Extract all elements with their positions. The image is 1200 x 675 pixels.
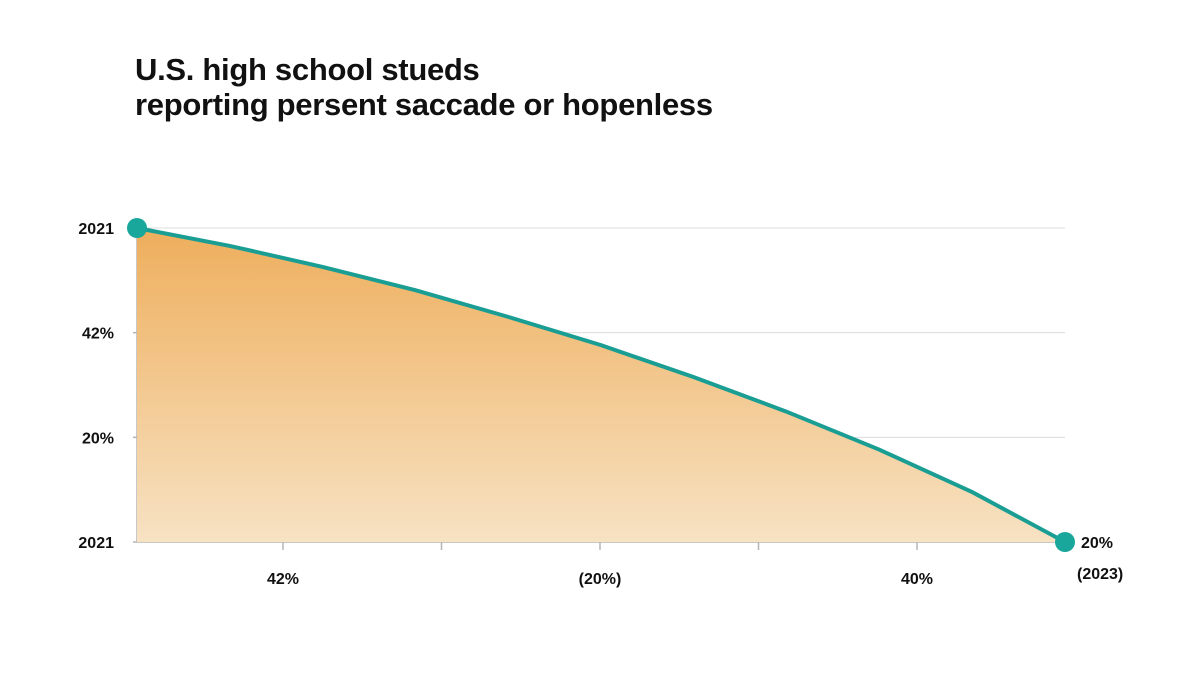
end-value-label: 20% — [1081, 535, 1113, 552]
x-tick-label: 42% — [267, 571, 299, 588]
chart-title: U.S. high school stueds reporting persen… — [135, 52, 713, 122]
start-point-marker — [127, 218, 147, 238]
title-line-1: U.S. high school stueds — [135, 52, 480, 87]
markers — [127, 218, 1075, 552]
x-tick-label: 40% — [901, 571, 933, 588]
series-line — [135, 226, 1067, 544]
tick-labels: 2021 42% 20% 2021 42% (20%) 40% 20% (2023) — [78, 221, 1123, 588]
y-tick-label: 2021 — [78, 221, 114, 238]
end-point-marker — [1055, 532, 1075, 552]
y-tick-label: 42% — [82, 326, 114, 343]
end-year-label: (2023) — [1077, 566, 1123, 583]
x-tick-label: (20%) — [579, 571, 622, 588]
y-tick-label: 2021 — [78, 535, 114, 552]
area-fill — [137, 228, 1065, 542]
y-tick-label: 20% — [82, 430, 114, 447]
title-line-2: reporting persent saccade or hopenless — [135, 87, 713, 122]
